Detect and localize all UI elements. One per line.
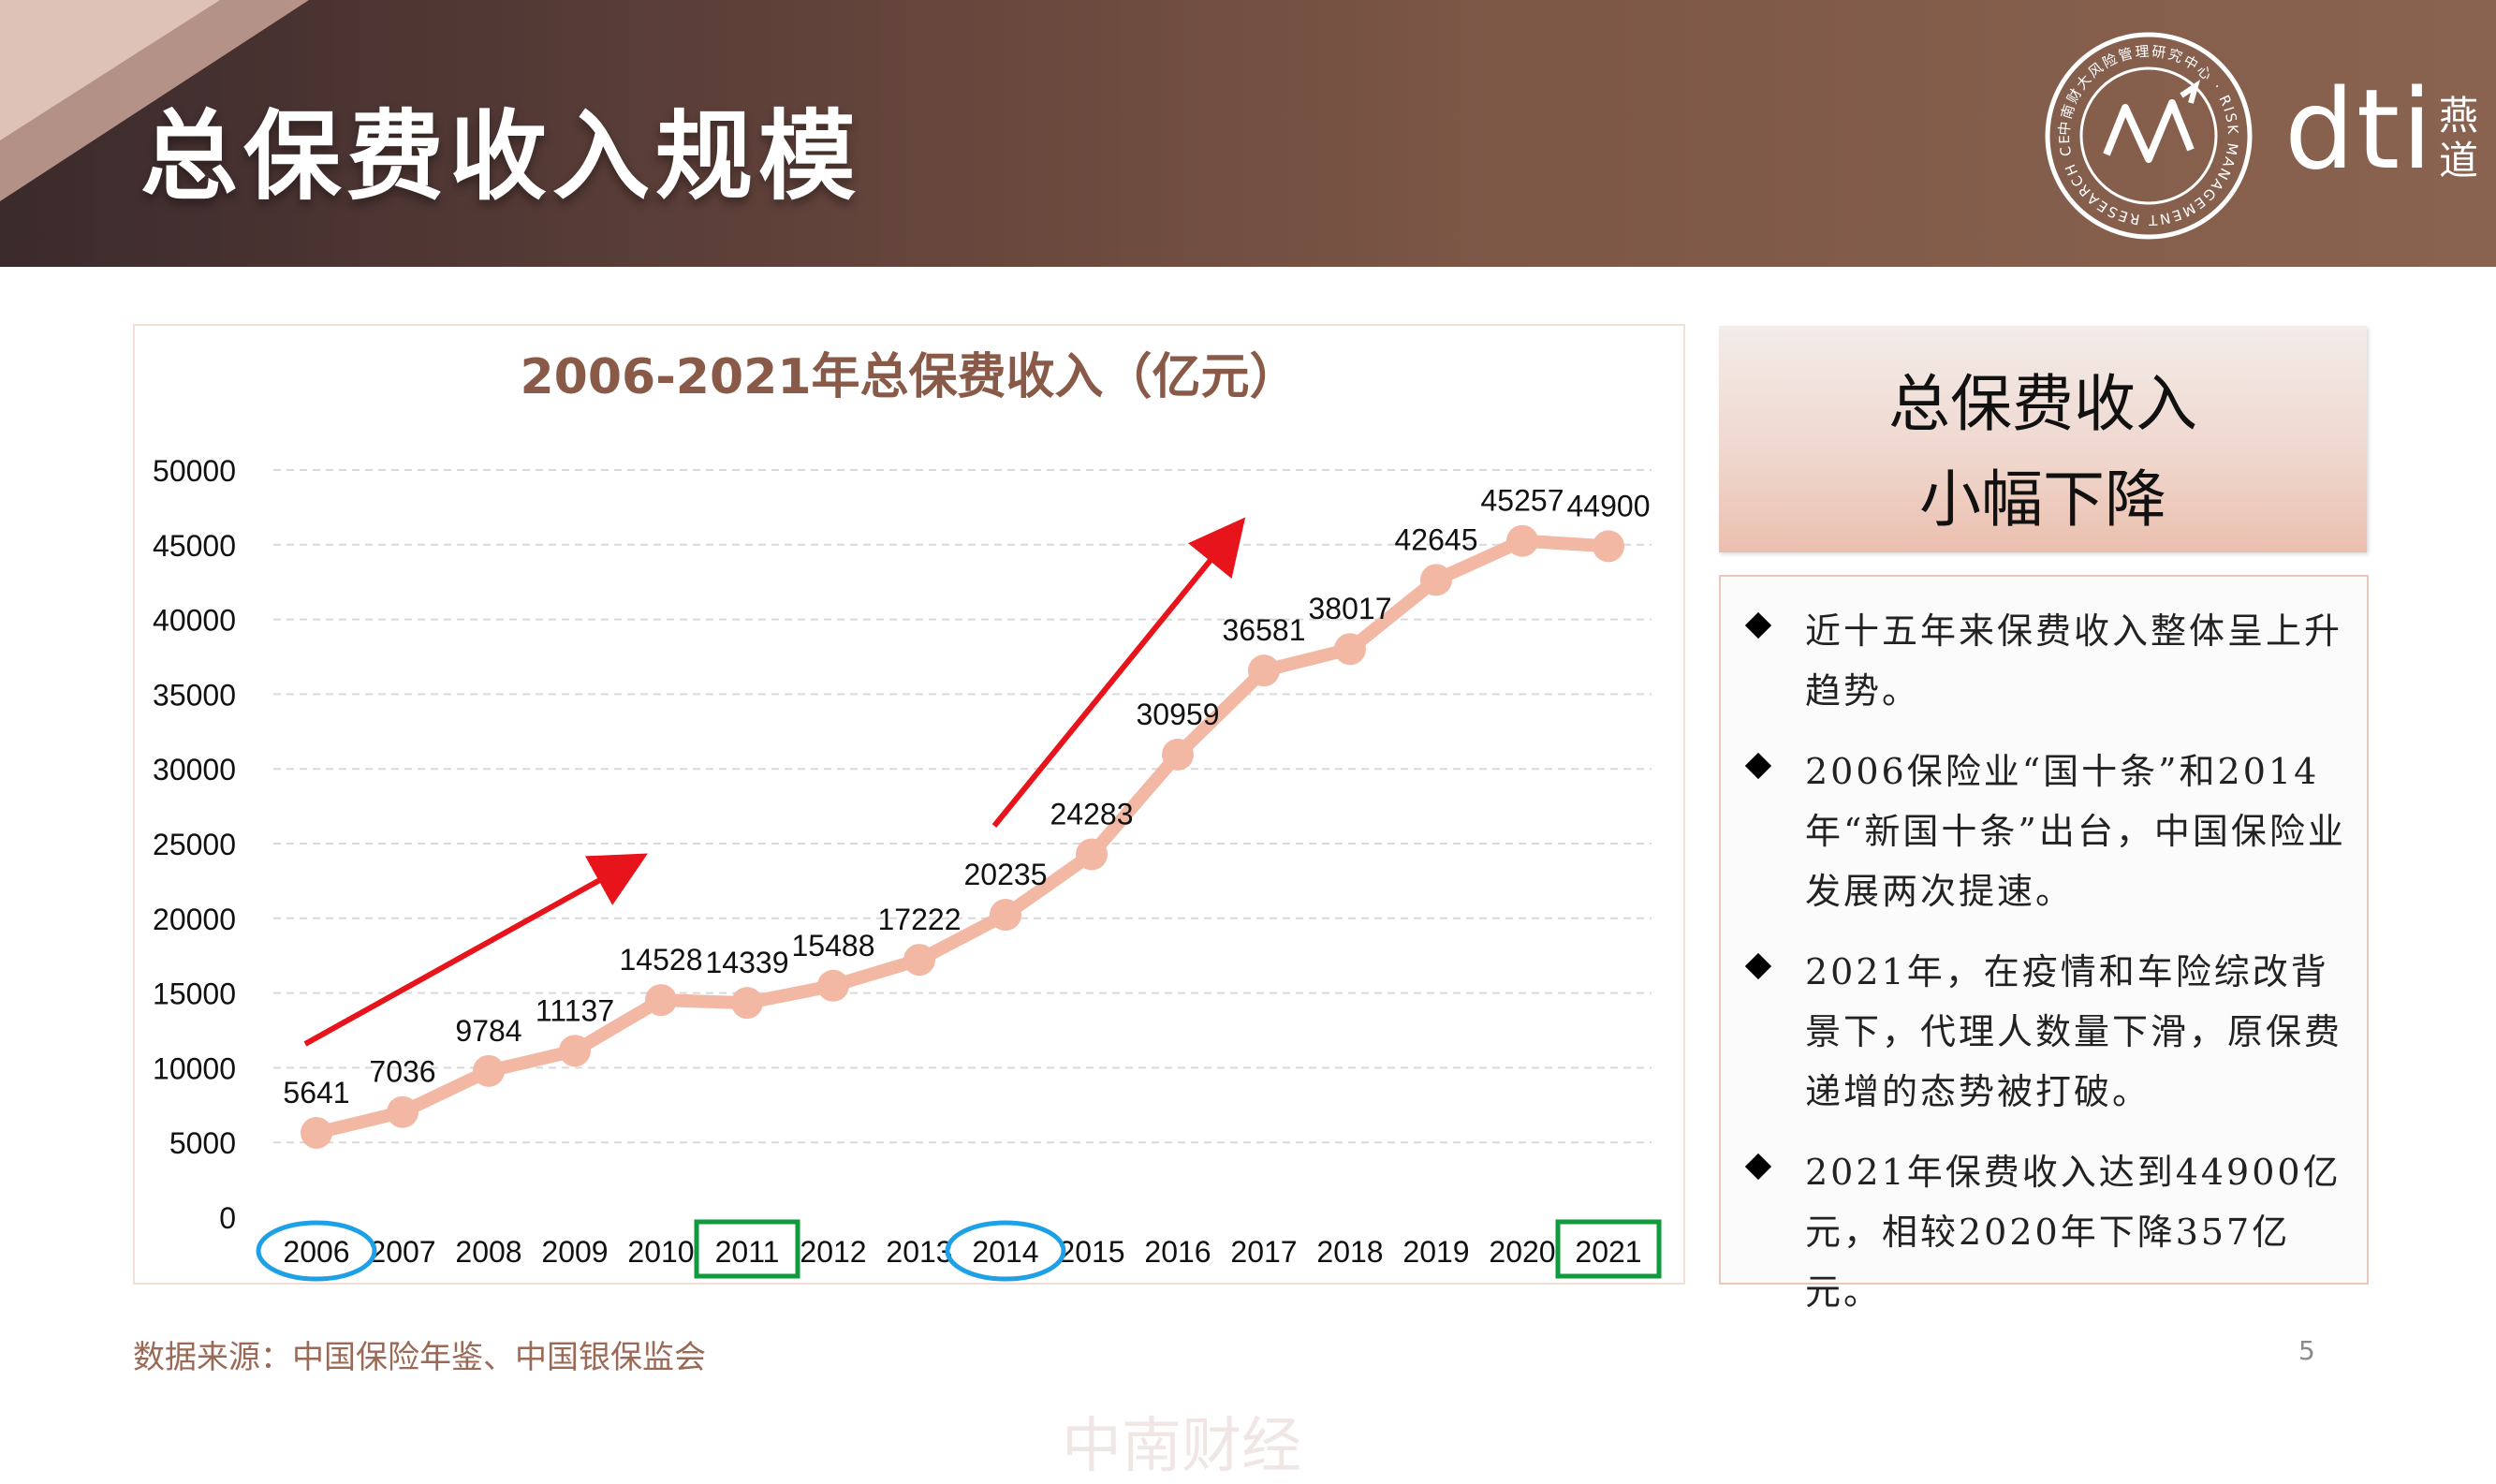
y-tick-label: 40000 — [153, 604, 236, 638]
year-highlight-box — [1555, 1219, 1662, 1279]
series-line — [310, 534, 1615, 1139]
y-tick-label: 15000 — [153, 977, 236, 1011]
data-point — [1248, 654, 1280, 687]
data-label: 42645 — [1395, 522, 1478, 556]
data-point — [645, 984, 677, 1017]
x-tick-label: 2017 — [1230, 1235, 1297, 1269]
key-point-text: 2021年保费收入达到44900亿元，相较2020年下降357亿元。 — [1805, 1152, 2342, 1313]
data-source-note: 数据来源：中国保险年鉴、中国银保监会 — [133, 1339, 706, 1376]
premium-line-chart: 0 5000 10000 15000 20000 25000 30000 35000 40000… — [153, 349, 1662, 1282]
data-label: 44900 — [1567, 489, 1651, 522]
data-label: 38017 — [1309, 592, 1392, 625]
data-point — [1162, 738, 1194, 771]
data-point — [990, 899, 1021, 932]
data-point — [1593, 530, 1624, 563]
x-tick-label: 2013 — [886, 1235, 952, 1269]
chart-panel: 0 5000 10000 15000 20000 25000 30000 35000 40000… — [133, 324, 1685, 1481]
x-tick-label: 2008 — [455, 1235, 521, 1269]
data-point — [559, 1035, 591, 1067]
data-point — [1506, 524, 1538, 557]
y-tick-label: 30000 — [153, 753, 236, 786]
brand-cn-name: 燕道 — [2439, 93, 2479, 184]
data-point — [1076, 838, 1108, 871]
data-point — [1420, 564, 1452, 596]
x-tick-label: 2010 — [627, 1235, 694, 1269]
header-banner: 总保费收入规模 中南财大风险管理研究中心 · RISK MANAGEMENT R… — [0, 0, 2496, 267]
data-label: 17222 — [878, 903, 962, 936]
chart-title: 2006-2021年总保费收入（亿元） — [520, 349, 1298, 405]
bullet-diamond-icon — [1744, 752, 1772, 780]
x-tick-label: 2015 — [1058, 1235, 1124, 1269]
y-tick-label: 10000 — [153, 1051, 236, 1085]
data-label: 45257 — [1481, 484, 1564, 518]
y-tick-label: 20000 — [153, 903, 236, 936]
data-point — [473, 1054, 505, 1087]
data-label: 15488 — [792, 929, 875, 962]
y-tick-label: 25000 — [153, 828, 236, 861]
x-tick-label: 2007 — [369, 1235, 435, 1269]
year-highlight-box — [694, 1219, 800, 1279]
x-tick-label: 2018 — [1316, 1235, 1383, 1269]
data-point — [817, 969, 849, 1002]
bullet-diamond-icon — [1744, 611, 1772, 639]
watermark: 中南财经 — [1062, 1412, 1301, 1481]
bullet-diamond-icon — [1744, 952, 1772, 980]
y-tick-label: 0 — [219, 1201, 236, 1235]
summary-line-2: 小幅下降 — [1919, 463, 2166, 536]
year-highlight-circle — [945, 1220, 1066, 1282]
key-point-text: 2021年，在疫情和车险综改背景下，代理人数量下滑，原保费递增的态势被打破。 — [1805, 951, 2343, 1112]
y-tick-label: 35000 — [153, 678, 236, 712]
y-tick-label: 50000 — [153, 454, 236, 488]
bullet-diamond-icon — [1744, 1153, 1772, 1181]
x-tick-label: 2006 — [283, 1235, 349, 1269]
x-tick-label: 2019 — [1402, 1235, 1469, 1269]
x-tick-label: 2020 — [1489, 1235, 1555, 1269]
data-label: 14528 — [620, 943, 703, 977]
page-title: 总保费收入规模 — [140, 99, 862, 213]
key-points-box: 近十五年来保费收入整体呈上升趋势。 2006保险业“国十条”和2014年“新国十… — [1719, 575, 2369, 1313]
x-tick-label: 2009 — [541, 1235, 608, 1269]
data-label: 24283 — [1050, 797, 1134, 830]
data-point — [387, 1095, 418, 1128]
trend-arrow — [303, 853, 648, 1047]
data-label: 14339 — [706, 946, 789, 979]
data-label: 30959 — [1137, 698, 1220, 731]
x-tick-label: 2014 — [972, 1235, 1038, 1269]
trend-arrow — [991, 517, 1246, 828]
banner-corner-highlight — [0, 0, 220, 140]
data-label: 7036 — [369, 1055, 435, 1089]
data-point — [731, 987, 763, 1020]
key-point-text: 2006保险业“国十条”和2014年“新国十条”出台，中国保险业发展两次提速。 — [1805, 751, 2346, 912]
x-tick-label: 2012 — [800, 1235, 866, 1269]
research-center-seal-icon: 中南财大风险管理研究中心 · RISK MANAGEMENT RESEARCH … — [2041, 28, 2253, 240]
summary-line-1: 总保费收入 — [1888, 368, 2197, 440]
y-tick-label: 5000 — [169, 1126, 236, 1160]
page-number: 5 — [2298, 1335, 2315, 1366]
data-label: 11137 — [536, 993, 614, 1027]
data-label: 20235 — [964, 858, 1048, 891]
x-tick-label: 2016 — [1144, 1235, 1211, 1269]
data-point — [1334, 633, 1366, 666]
brand-name: dti — [2284, 65, 2434, 194]
data-point — [903, 944, 935, 977]
data-label: 36581 — [1223, 613, 1306, 647]
y-tick-label: 45000 — [153, 529, 236, 563]
key-point-text: 近十五年来保费收入整体呈上升趋势。 — [1805, 610, 2343, 712]
data-label: 9784 — [455, 1014, 521, 1048]
data-point — [301, 1116, 332, 1149]
x-tick-label: 2021 — [1575, 1235, 1641, 1269]
summary-box: 总保费收入 小幅下降 — [1719, 326, 2367, 552]
year-highlight-circle — [256, 1220, 377, 1282]
data-label: 5641 — [283, 1076, 349, 1109]
x-tick-label: 2011 — [715, 1235, 780, 1269]
